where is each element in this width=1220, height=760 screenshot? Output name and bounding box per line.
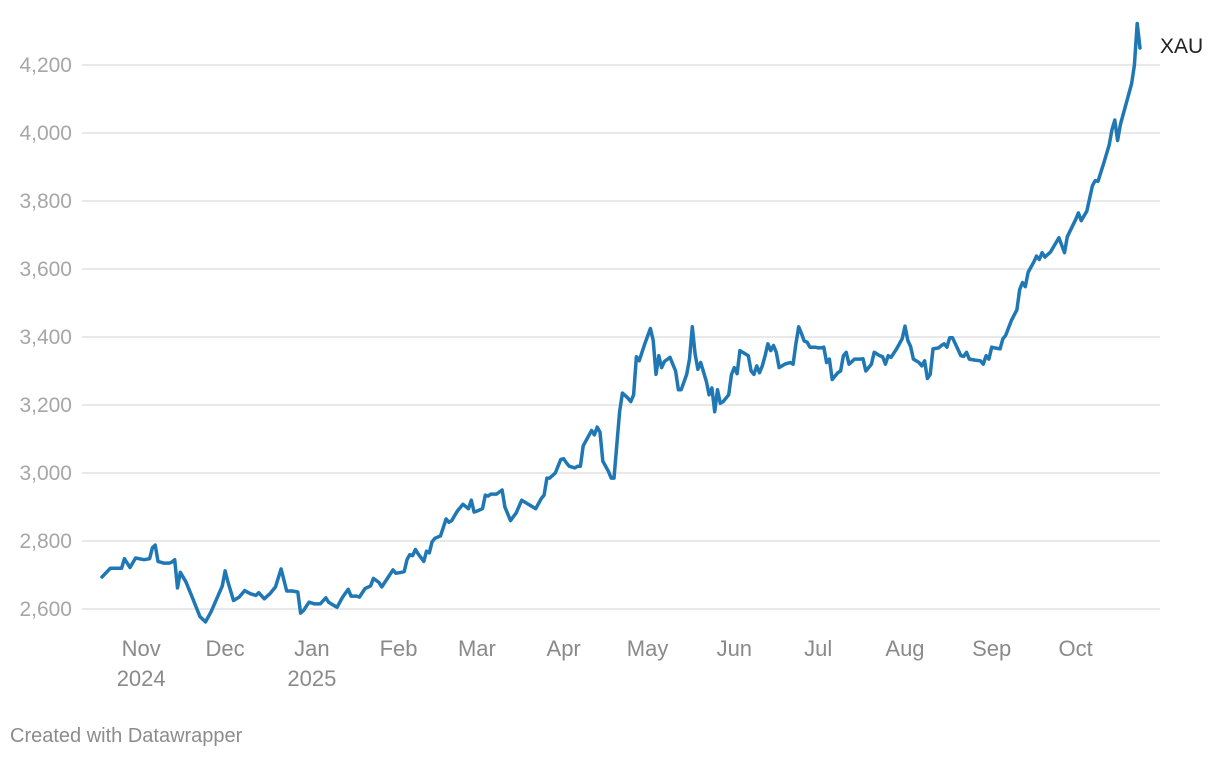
y-tick-label: 3,800 (19, 190, 72, 213)
series-layer: XAU (100, 21, 1203, 624)
y-tick-label: 3,600 (19, 258, 72, 281)
x-tick-label: Dec (206, 636, 245, 661)
series-line-xau (100, 21, 1142, 624)
x-tick-label: Oct (1059, 636, 1093, 661)
x-tick-label: Apr (547, 636, 581, 661)
y-axis: 2,600 2,800 3,000 3,200 3,400 3,600 3,800 4,000… (19, 54, 72, 621)
y-tick-label: 3,400 (19, 326, 72, 349)
gridlines (82, 64, 1160, 610)
x-tick-year-label: 2025 (287, 666, 336, 691)
x-tick-label: Jul (804, 636, 832, 661)
x-tick-label: Mar (458, 636, 496, 661)
x-tick-year-label: 2024 (117, 666, 166, 691)
xau-price-chart: 2,600 2,800 3,000 3,200 3,400 3,600 3,800 4,000… (19, 21, 1203, 691)
y-tick-label: 4,000 (19, 122, 72, 145)
x-tick-label: Sep (972, 636, 1011, 661)
x-tick-label: Jun (717, 636, 752, 661)
x-tick-label: Aug (885, 636, 924, 661)
x-tick-label: Jan (294, 636, 329, 661)
x-tick-label: Feb (380, 636, 418, 661)
x-axis: Nov 2024 Dec Jan 2025 Feb Mar Apr May Jun Jul Aug Se… (117, 636, 1093, 691)
x-tick-label: May (627, 636, 669, 661)
x-tick-label: Nov (122, 636, 161, 661)
footer-credit: Created with Datawrapper (10, 725, 243, 747)
y-tick-label: 4,200 (19, 54, 72, 77)
y-tick-label: 3,200 (19, 394, 72, 417)
y-tick-label: 3,000 (19, 462, 72, 485)
y-tick-label: 2,600 (19, 598, 72, 621)
series-label: XAU (1160, 35, 1203, 58)
y-tick-label: 2,800 (19, 530, 72, 553)
